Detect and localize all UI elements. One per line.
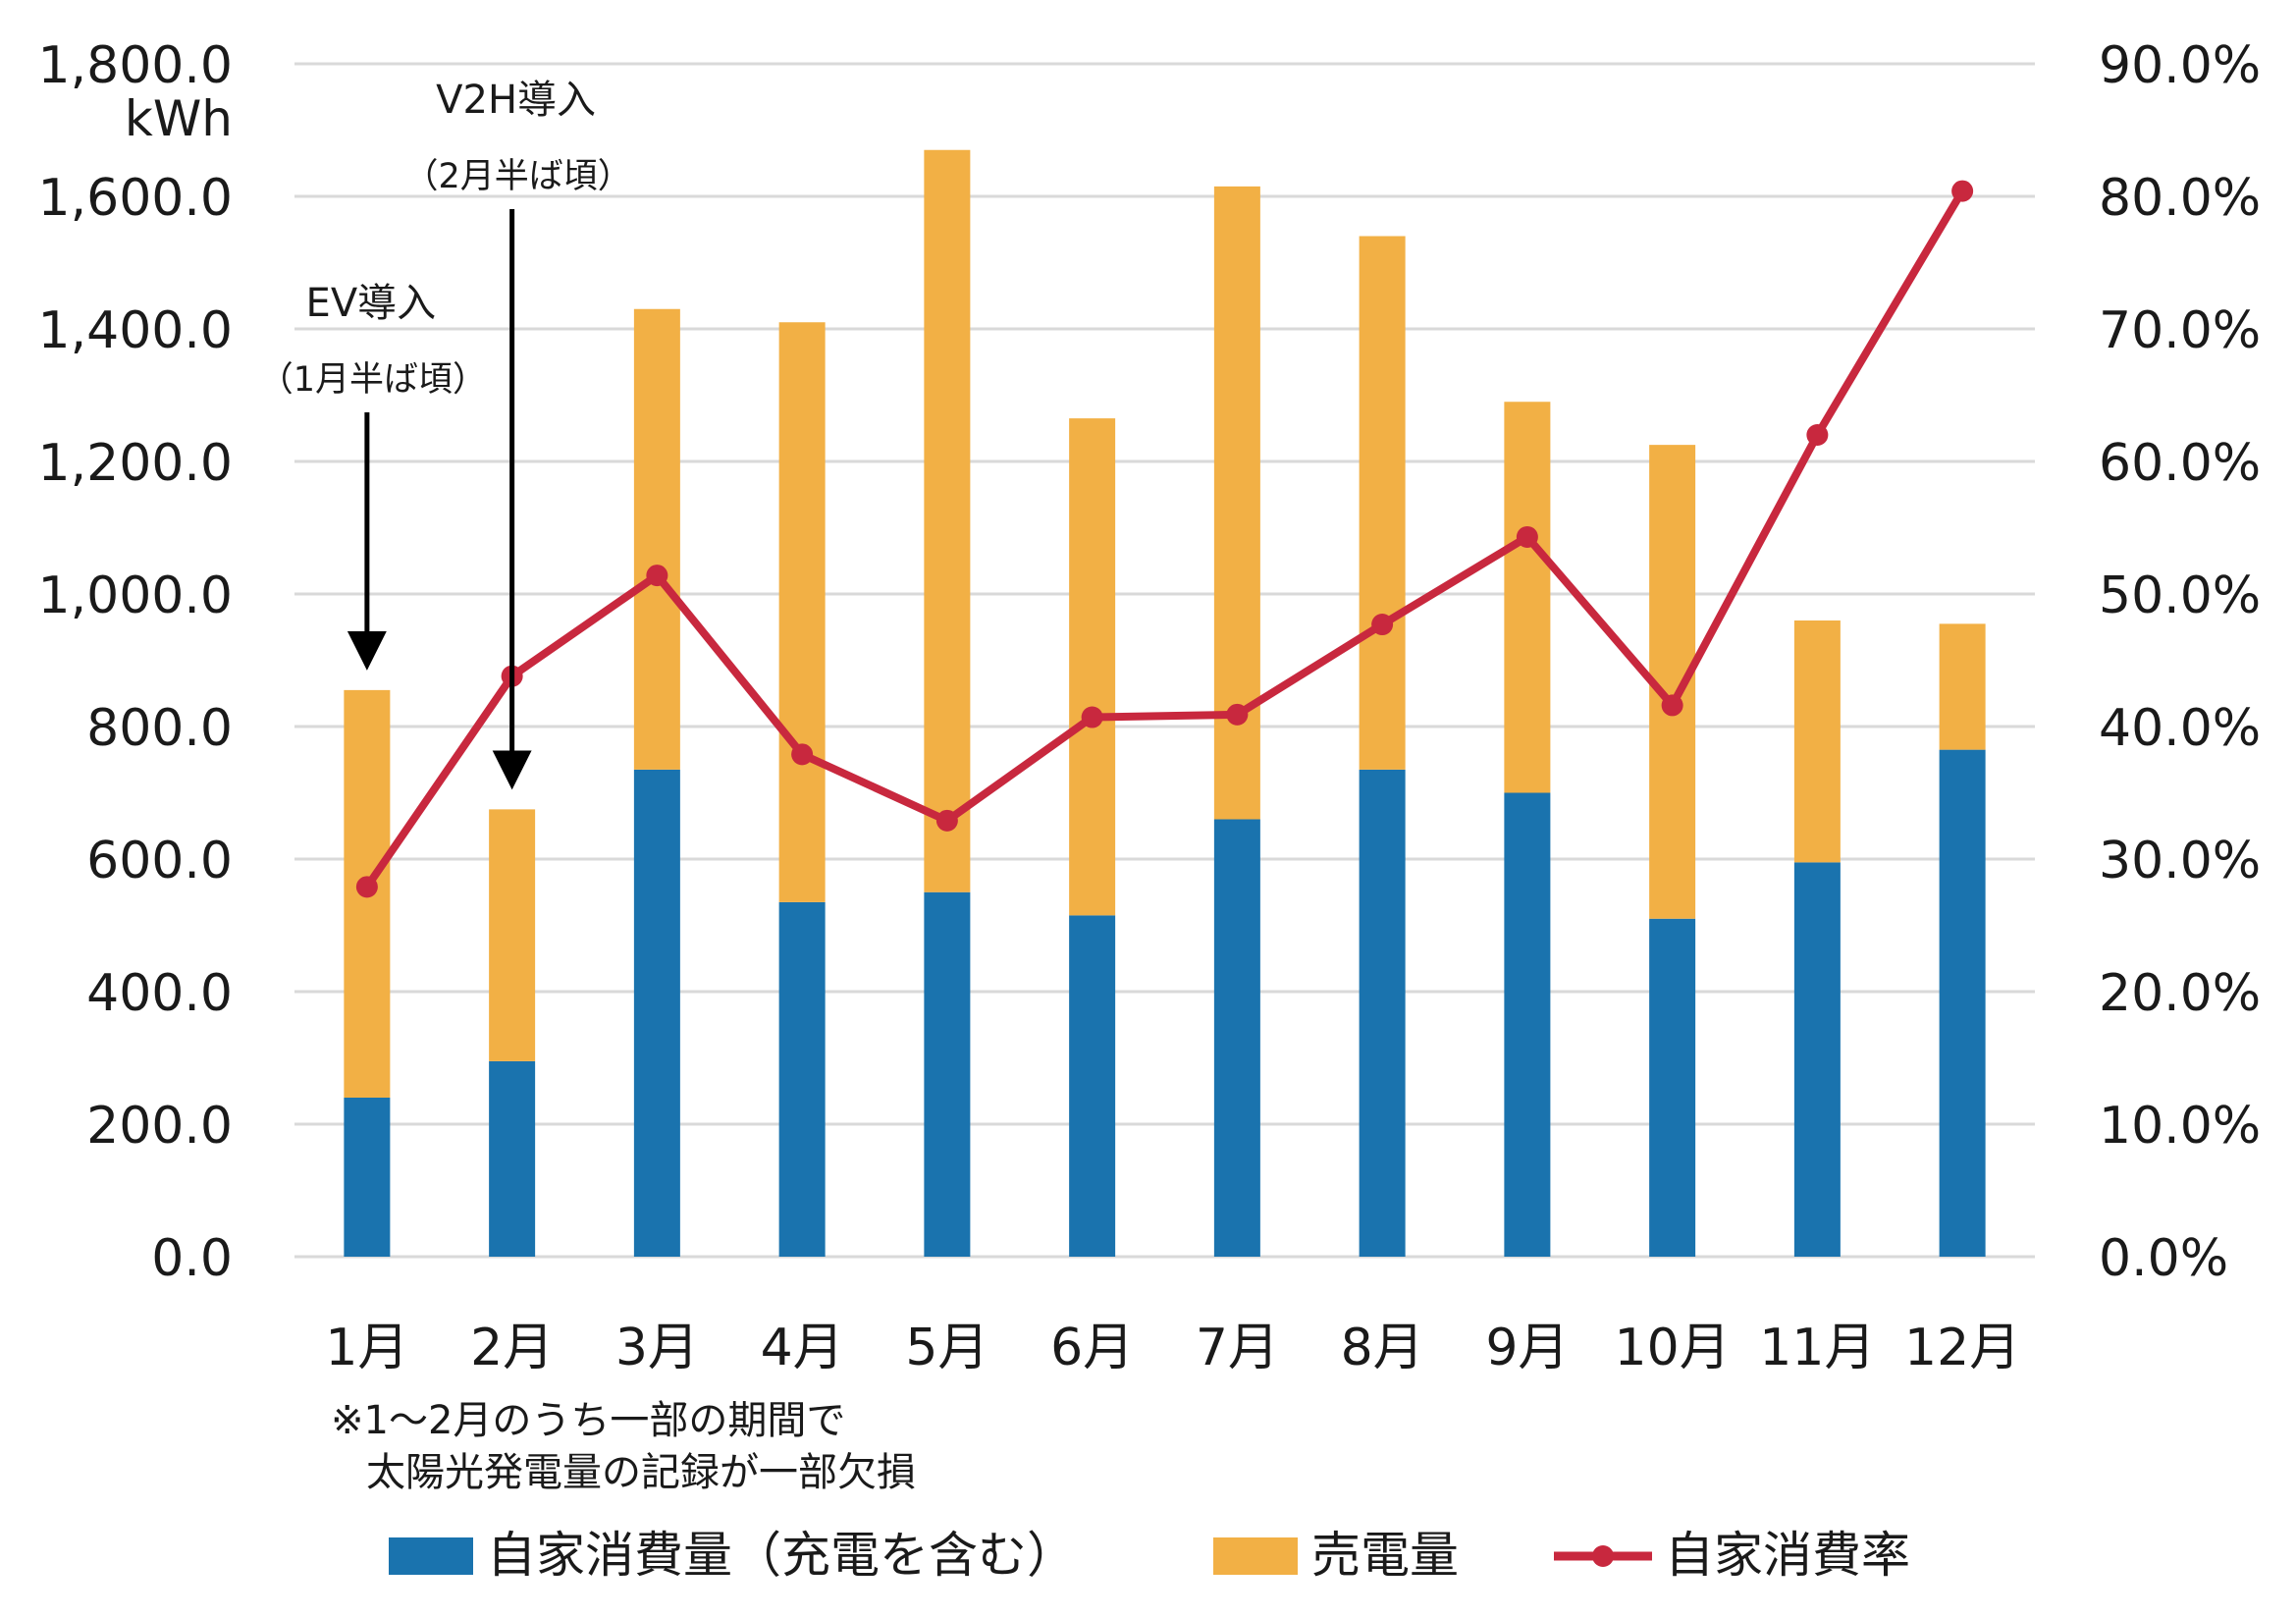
legend-label-sold: 売電量 <box>1311 1527 1459 1584</box>
bar-sold <box>489 809 536 1061</box>
category-label: 11月 <box>1759 1319 1875 1377</box>
category-label: 7月 <box>1196 1319 1279 1377</box>
left-tick-label: 1,200.0 <box>38 434 233 493</box>
line-point <box>355 876 378 898</box>
bar-self-consumption <box>1213 819 1260 1257</box>
line-self-consumption-rate <box>363 189 1966 889</box>
right-tick-label: 0.0% <box>2099 1229 2228 1288</box>
bar-sold <box>924 149 971 892</box>
right-tick-label: 10.0% <box>2099 1097 2261 1156</box>
category-label: 4月 <box>761 1319 844 1377</box>
category-label: 9月 <box>1485 1319 1569 1377</box>
left-tick-label: 800.0 <box>86 699 233 758</box>
line-point <box>1806 424 1829 446</box>
line-point <box>1661 694 1683 717</box>
bar-self-consumption <box>489 1060 536 1257</box>
annotation-subtitle: （2月半ば頃） <box>403 157 631 196</box>
right-tick-label: 50.0% <box>2099 566 2261 625</box>
line-point <box>935 809 958 832</box>
footnote-line-1: ※1～2月のうち一部の期間で <box>331 1398 845 1443</box>
legend-marker-rate <box>1592 1545 1614 1567</box>
left-axis-ticks: 0.0 200.0 400.0 600.0 800.0 1,000.0 1,200.0 1,4… <box>38 36 233 1288</box>
left-tick-label: 200.0 <box>86 1097 233 1156</box>
category-label: 1月 <box>325 1319 408 1377</box>
left-axis-unit: kWh <box>125 90 233 147</box>
bar-sold <box>1069 418 1116 916</box>
category-label: 8月 <box>1341 1319 1424 1377</box>
bar-self-consumption <box>1359 769 1406 1257</box>
category-label: 3月 <box>615 1319 699 1377</box>
legend-swatch-sold <box>1213 1537 1298 1575</box>
bars <box>344 149 1986 1257</box>
right-tick-label: 90.0% <box>2099 36 2261 95</box>
bar-sold <box>778 322 826 902</box>
right-tick-label: 30.0% <box>2099 832 2261 890</box>
right-tick-label: 80.0% <box>2099 169 2261 228</box>
category-label: 2月 <box>470 1319 554 1377</box>
category-label: 12月 <box>1904 1319 2020 1377</box>
bar-sold <box>1939 623 1986 750</box>
left-tick-label: 0.0 <box>151 1229 233 1288</box>
bar-self-consumption <box>1504 792 1551 1257</box>
legend-label-rate: 自家消費率 <box>1665 1527 1910 1584</box>
footnote: ※1～2月のうち一部の期間で 太陽光発電量の記録が一部欠損 <box>331 1398 916 1495</box>
line-point <box>791 743 814 766</box>
bar-self-consumption <box>1793 862 1841 1257</box>
bar-sold <box>1793 620 1841 863</box>
bar-self-consumption <box>1939 749 1986 1257</box>
bar-self-consumption <box>344 1098 391 1257</box>
bar-sold <box>1504 402 1551 793</box>
annotations: EV導入 （1月半ば頃） V2H導入 （2月半ば頃） <box>259 78 632 790</box>
line-point <box>1516 525 1538 548</box>
left-tick-label: 1,400.0 <box>38 301 233 360</box>
left-tick-label: 600.0 <box>86 832 233 890</box>
footnote-line-2: 太陽光発電量の記録が一部欠損 <box>366 1450 916 1495</box>
right-axis-ticks: 0.0% 10.0% 20.0% 30.0% 40.0% 50.0% 60.0% 70.0% 8… <box>2099 36 2261 1288</box>
category-labels: 1月 2月 3月 4月 5月 6月 7月 8月 9月 10月 11月 12月 <box>325 1319 2020 1377</box>
right-tick-label: 40.0% <box>2099 699 2261 758</box>
right-tick-label: 70.0% <box>2099 301 2261 360</box>
right-tick-label: 60.0% <box>2099 434 2261 493</box>
grid-lines <box>294 62 2035 1259</box>
line-series <box>355 180 1974 898</box>
left-tick-label: 1,000.0 <box>38 566 233 625</box>
line-point <box>1226 703 1249 726</box>
bar-self-consumption <box>1649 918 1696 1257</box>
line-point <box>646 565 668 587</box>
bar-self-consumption <box>633 769 680 1257</box>
left-tick-label: 400.0 <box>86 964 233 1023</box>
line-point <box>1951 180 1974 202</box>
annotation-subtitle: （1月半ば頃） <box>259 360 487 400</box>
left-tick-label: 1,800.0 <box>38 36 233 95</box>
bar-self-consumption <box>1069 915 1116 1257</box>
category-label: 6月 <box>1050 1319 1134 1377</box>
left-tick-label: 1,600.0 <box>38 169 233 228</box>
annotation-title: EV導入 <box>306 281 437 326</box>
annotation-title: V2H導入 <box>436 78 596 123</box>
bar-sold <box>633 308 680 770</box>
line-point <box>1371 614 1394 636</box>
legend-swatch-self-consumption <box>389 1537 473 1575</box>
bar-self-consumption <box>778 901 826 1257</box>
category-label: 10月 <box>1615 1319 1731 1377</box>
bar-self-consumption <box>924 891 971 1257</box>
bar-sold <box>1359 236 1406 770</box>
legend: 自家消費量（充電を含む） 売電量 自家消費率 <box>389 1527 1910 1584</box>
right-tick-label: 20.0% <box>2099 964 2261 1023</box>
legend-label-self-consumption: 自家消費量（充電を含む） <box>487 1527 1076 1584</box>
line-point <box>1081 706 1103 728</box>
category-label: 5月 <box>905 1319 988 1377</box>
